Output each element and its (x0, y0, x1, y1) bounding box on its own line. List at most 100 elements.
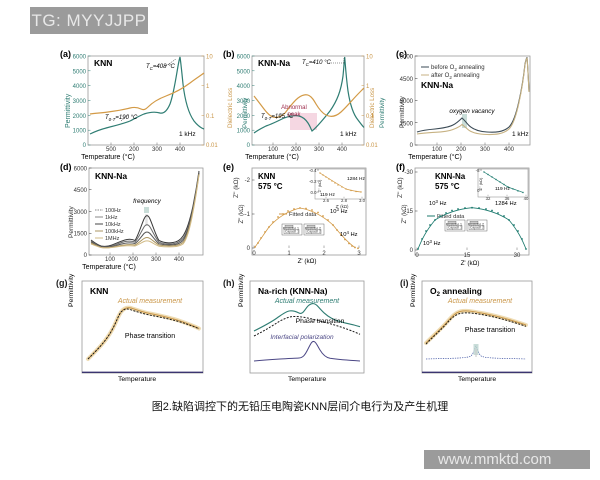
svg-text:peak: peak (287, 112, 301, 118)
svg-text:before O2 annealing: before O2 annealing (431, 65, 485, 72)
svg-text:5000: 5000 (237, 69, 251, 75)
svg-text:Phase transition: Phase transition (296, 318, 345, 325)
svg-text:TC=410 °C: TC=410 °C (302, 60, 332, 67)
svg-text:Z'' (kΩ): Z'' (kΩ) (478, 177, 483, 190)
svg-text:1MHz: 1MHz (105, 236, 120, 242)
svg-text:6000: 6000 (74, 167, 88, 173)
svg-text:40: 40 (524, 196, 529, 201)
svg-text:10: 10 (366, 55, 373, 61)
svg-text:Z'' (kΩ): Z'' (kΩ) (239, 204, 245, 223)
svg-text:0: 0 (247, 143, 251, 149)
svg-text:1000: 1000 (237, 129, 251, 135)
svg-text:2.8: 2.8 (341, 198, 348, 203)
svg-text:36: 36 (505, 196, 510, 201)
svg-text:-1: -1 (245, 212, 251, 218)
svg-text:Z' (kΩ): Z' (kΩ) (461, 260, 480, 267)
svg-text:KNN-Na: KNN-Na (421, 80, 453, 90)
svg-text:100: 100 (105, 257, 116, 263)
svg-text:103 Hz: 103 Hz (423, 239, 441, 247)
svg-text:frequency: frequency (133, 198, 162, 205)
svg-text:5000: 5000 (73, 69, 87, 75)
svg-text:200: 200 (456, 147, 467, 153)
svg-text:100: 100 (432, 147, 443, 153)
svg-text:400: 400 (337, 147, 348, 153)
svg-text:300: 300 (151, 257, 162, 263)
svg-text:1284 Hz: 1284 Hz (495, 201, 517, 207)
svg-text:Na-rich (KNN-Na): Na-rich (KNN-Na) (258, 286, 328, 296)
svg-text:Z'' (kΩ): Z'' (kΩ) (402, 204, 408, 223)
svg-text:Z'' (kΩ): Z'' (kΩ) (317, 179, 322, 192)
svg-text:Phase transition: Phase transition (465, 327, 515, 334)
svg-text:30: 30 (514, 253, 521, 259)
svg-text:200: 200 (129, 147, 140, 153)
svg-text:10kHz: 10kHz (105, 222, 121, 228)
svg-text:2000: 2000 (73, 114, 87, 120)
svg-text:575 °C: 575 °C (258, 182, 283, 191)
svg-text:0.01: 0.01 (366, 143, 378, 149)
svg-text:-0.2: -0.2 (309, 179, 317, 184)
svg-text:after O2 annealing: after O2 annealing (431, 73, 480, 80)
svg-text:4000: 4000 (73, 84, 87, 90)
svg-text:Actual measurement: Actual measurement (274, 298, 340, 305)
svg-text:Actual measurement: Actual measurement (447, 298, 513, 305)
svg-text:-8: -8 (476, 168, 480, 173)
svg-text:KNN-Na: KNN-Na (435, 172, 466, 181)
svg-text:400: 400 (174, 257, 185, 263)
svg-text:4000: 4000 (237, 84, 251, 90)
svg-text:-30: -30 (404, 170, 413, 176)
svg-text:KNN: KNN (90, 286, 108, 296)
svg-text:6000: 6000 (73, 55, 87, 61)
svg-text:Fitted data: Fitted data (437, 214, 465, 220)
svg-text:4500: 4500 (74, 188, 88, 194)
svg-text:100: 100 (268, 147, 279, 153)
svg-text:1 kHz: 1 kHz (179, 131, 196, 138)
svg-text:-2: -2 (245, 178, 251, 184)
svg-text:4500: 4500 (400, 77, 414, 83)
svg-text:0: 0 (410, 143, 414, 149)
svg-text:Temperature (°C): Temperature (°C) (245, 153, 299, 161)
svg-text:Actual measurement: Actual measurement (117, 298, 183, 305)
svg-text:1284 Hz: 1284 Hz (347, 176, 365, 182)
svg-text:Capacit 1: Capacit 1 (285, 230, 299, 234)
svg-text:1 kHz: 1 kHz (340, 131, 357, 138)
svg-text:KNN-Na: KNN-Na (95, 171, 127, 181)
svg-text:103 Hz: 103 Hz (429, 199, 447, 207)
svg-text:400: 400 (504, 147, 515, 153)
svg-text:10: 10 (206, 55, 213, 61)
svg-text:-0.4: -0.4 (309, 168, 317, 173)
svg-text:0.1: 0.1 (206, 114, 215, 120)
svg-text:3.0: 3.0 (359, 198, 366, 203)
svg-text:1kHz: 1kHz (105, 215, 118, 221)
svg-text:104 Hz: 104 Hz (340, 230, 358, 238)
svg-text:Temperature (°C): Temperature (°C) (82, 263, 136, 271)
svg-text:0.01: 0.01 (206, 143, 218, 149)
svg-text:119 Hz: 119 Hz (495, 186, 510, 192)
svg-text:300: 300 (480, 147, 491, 153)
svg-text:400: 400 (175, 147, 186, 153)
svg-text:15: 15 (464, 253, 471, 259)
svg-text:oxygen vacancy: oxygen vacancy (449, 108, 495, 115)
svg-text:Capacit 2: Capacit 2 (307, 230, 321, 234)
svg-text:32: 32 (486, 196, 491, 201)
svg-text:6000: 6000 (400, 55, 414, 61)
svg-text:KNN-Na: KNN-Na (258, 58, 290, 68)
svg-text:Temperature (°C): Temperature (°C) (81, 153, 135, 161)
svg-text:100kHz: 100kHz (105, 229, 124, 235)
svg-text:1: 1 (206, 84, 210, 90)
svg-text:6000: 6000 (237, 55, 251, 61)
svg-text:2.6: 2.6 (323, 198, 330, 203)
svg-text:1000: 1000 (73, 129, 87, 135)
svg-text:TC=408 °C: TC=408 °C (146, 64, 176, 71)
svg-text:Z' (kΩ): Z' (kΩ) (298, 258, 317, 265)
svg-text:1500: 1500 (74, 232, 88, 238)
svg-text:Capacit 2: Capacit 2 (470, 226, 484, 230)
svg-text:0: 0 (84, 253, 88, 259)
svg-text:300: 300 (314, 147, 325, 153)
svg-text:3000: 3000 (74, 210, 88, 216)
svg-text:500: 500 (106, 147, 117, 153)
svg-text:KNN: KNN (258, 172, 276, 181)
svg-text:300: 300 (152, 147, 163, 153)
svg-text:3000: 3000 (73, 99, 87, 105)
svg-text:Fitted data: Fitted data (289, 212, 317, 218)
svg-text:0: 0 (410, 248, 414, 254)
